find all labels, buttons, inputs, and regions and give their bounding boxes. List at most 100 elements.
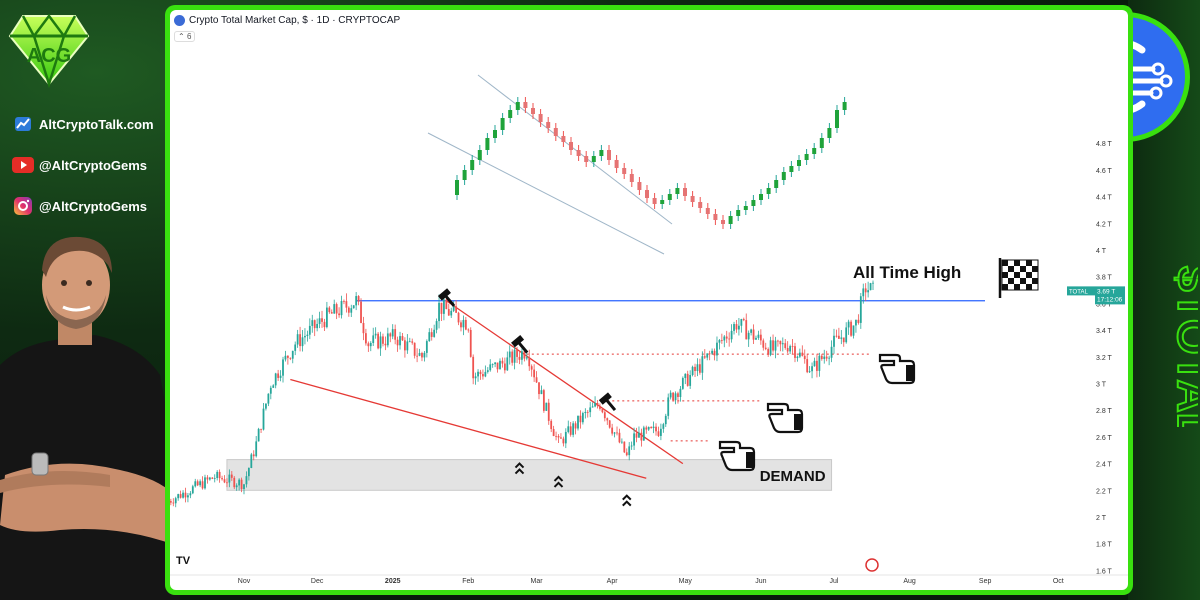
flag-square xyxy=(1008,272,1014,278)
candle-body xyxy=(396,339,399,346)
inset-candle-body xyxy=(819,138,824,148)
pointing-hand-icon xyxy=(878,353,916,385)
youtube-icon xyxy=(12,154,34,176)
candle-body xyxy=(850,321,852,336)
candle-body xyxy=(182,492,184,498)
candle-body xyxy=(579,415,582,423)
candle-body xyxy=(713,350,716,356)
candle-body xyxy=(170,501,172,503)
candle-body xyxy=(294,344,297,351)
candle-body xyxy=(830,346,833,358)
candle-body xyxy=(282,359,284,376)
gem-logo-icon: ACG xyxy=(8,13,90,88)
candle-body xyxy=(357,296,360,302)
candle-body xyxy=(499,360,501,370)
inset-candle-body xyxy=(705,208,710,214)
chart-logo-icon xyxy=(12,113,34,135)
candle-body xyxy=(572,423,575,435)
youtube-link[interactable]: @AltCryptoGems xyxy=(12,154,147,176)
inset-candle-body xyxy=(835,110,839,128)
symbol-icon xyxy=(174,15,185,26)
double-chevron-up-icon xyxy=(514,462,525,475)
candle-body xyxy=(201,481,204,489)
inset-candle-body xyxy=(789,166,794,172)
candle-body xyxy=(321,318,323,322)
flag-square xyxy=(1026,284,1032,290)
y-tick-label: 3.8 T xyxy=(1096,275,1113,282)
candle-body xyxy=(720,340,723,341)
candle-body xyxy=(369,342,372,347)
candle-body xyxy=(408,341,411,343)
flag-square xyxy=(1026,260,1032,266)
inset-candle-body xyxy=(797,160,801,166)
inset-candle-body xyxy=(690,196,695,202)
inset-candle-body xyxy=(660,200,665,204)
candle-body xyxy=(423,352,426,358)
candle-body xyxy=(781,343,784,345)
x-tick-label: Aug xyxy=(903,578,916,585)
candle-body xyxy=(323,321,326,328)
candle-body xyxy=(184,492,187,498)
candle-body xyxy=(179,494,182,498)
inset-candle-body xyxy=(683,188,687,196)
candle-body xyxy=(581,413,584,423)
hand-shape xyxy=(878,353,916,385)
candle-body xyxy=(750,329,753,333)
tradingview-logo-icon: TV xyxy=(176,555,191,567)
candle-body xyxy=(240,479,243,490)
inset-candle-body xyxy=(759,194,763,200)
candle-body xyxy=(189,493,192,496)
candle-body xyxy=(464,319,467,330)
chart-title-text: Crypto Total Market Cap, $ · 1D · CRYPTO… xyxy=(189,15,401,26)
instagram-link[interactable]: @AltCryptoGems xyxy=(12,195,147,217)
inset-candle-body xyxy=(485,138,490,150)
candle-body xyxy=(842,337,845,343)
inset-candle-body xyxy=(470,160,475,170)
y-tick-label: 4.6 T xyxy=(1096,168,1113,175)
candle-body xyxy=(447,309,450,316)
candle-body xyxy=(457,312,460,323)
candle-body xyxy=(869,283,872,291)
candle-body xyxy=(662,424,665,429)
candle-body xyxy=(777,340,779,342)
site-link[interactable]: AltCryptoTalk.com xyxy=(12,113,154,135)
candle-body xyxy=(494,362,497,365)
candle-body xyxy=(657,431,660,436)
candle-body xyxy=(486,370,489,372)
flag-square xyxy=(1026,272,1032,278)
candle-body xyxy=(428,332,431,342)
indicators-toggle[interactable]: ⌃ 6 xyxy=(174,31,196,42)
candle-body xyxy=(299,334,301,347)
candlestick-chart[interactable]: DEMAND 1.6 T 1.8 T 2 T 2.2 T 2.4 T 2.6 T 2.8 T… xyxy=(170,10,1128,590)
flag-square xyxy=(1020,278,1026,284)
candle-body xyxy=(260,428,262,430)
inset-candle-body xyxy=(462,170,467,180)
candle-body xyxy=(716,342,718,356)
candle-body xyxy=(372,335,375,343)
inset-candle-body xyxy=(842,102,847,110)
candle-body xyxy=(603,412,606,419)
candle-body xyxy=(645,427,648,430)
inset-candle-body xyxy=(477,150,482,160)
candle-body xyxy=(469,329,472,357)
candle-body xyxy=(187,495,189,498)
candle-body xyxy=(289,357,292,359)
candle-body xyxy=(686,373,689,386)
candle-body xyxy=(279,375,282,378)
hammer-head xyxy=(511,334,525,348)
hammer-head xyxy=(598,392,612,405)
candle-body xyxy=(811,366,813,372)
chart-panel[interactable]: Crypto Total Market Cap, $ · 1D · CRYPTO… xyxy=(170,10,1128,590)
x-tick-label: Sep xyxy=(979,578,992,585)
candle-body xyxy=(691,366,694,376)
candle-body xyxy=(667,397,670,416)
candle-body xyxy=(738,325,740,330)
candle-body xyxy=(233,477,236,488)
candle-body xyxy=(577,415,579,429)
flag-square xyxy=(1014,278,1020,284)
candle-body xyxy=(664,415,667,425)
x-tick-label: Oct xyxy=(1053,578,1064,585)
candle-body xyxy=(235,485,238,488)
big-ticker-text: $TOTAL xyxy=(1168,266,1198,427)
flag-square xyxy=(1002,266,1008,272)
